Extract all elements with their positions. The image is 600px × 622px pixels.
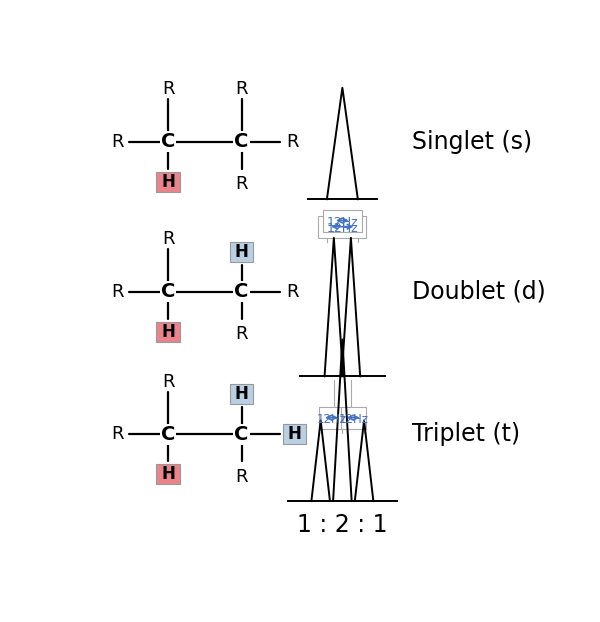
Text: C: C <box>161 132 175 151</box>
Text: R: R <box>235 325 248 343</box>
Text: 12Hz: 12Hz <box>338 413 368 426</box>
Text: R: R <box>162 230 174 248</box>
Text: 12Hz: 12Hz <box>317 413 347 426</box>
Bar <box>319 407 344 429</box>
Text: H: H <box>161 465 175 483</box>
Text: R: R <box>286 283 298 301</box>
Text: Triplet (t): Triplet (t) <box>412 422 520 446</box>
Bar <box>157 322 179 342</box>
Text: C: C <box>235 282 249 301</box>
Text: R: R <box>112 425 124 443</box>
Text: H: H <box>235 243 248 261</box>
Text: C: C <box>161 282 175 301</box>
Bar <box>230 384 253 404</box>
Text: H: H <box>235 385 248 403</box>
Bar <box>341 407 365 429</box>
Text: R: R <box>235 468 248 486</box>
Text: Doublet (d): Doublet (d) <box>412 280 546 304</box>
Text: R: R <box>235 175 248 193</box>
Text: Singlet (s): Singlet (s) <box>412 129 532 154</box>
Text: 12Hz: 12Hz <box>326 216 358 229</box>
Text: H: H <box>161 173 175 191</box>
Text: 12Hz: 12Hz <box>326 222 358 234</box>
Text: C: C <box>161 425 175 443</box>
Text: R: R <box>235 80 248 98</box>
Text: R: R <box>286 132 298 151</box>
Bar <box>283 424 306 444</box>
Text: C: C <box>235 132 249 151</box>
Text: 1 : 2 : 1: 1 : 2 : 1 <box>297 513 388 537</box>
Text: H: H <box>161 323 175 341</box>
Bar <box>157 464 179 485</box>
Text: R: R <box>162 80 174 98</box>
Bar <box>230 242 253 262</box>
Bar <box>323 210 362 232</box>
Text: C: C <box>235 425 249 443</box>
Bar <box>319 216 367 238</box>
Text: R: R <box>162 373 174 391</box>
Bar <box>157 172 179 192</box>
Text: R: R <box>112 283 124 301</box>
Text: H: H <box>287 425 301 443</box>
Text: R: R <box>112 132 124 151</box>
